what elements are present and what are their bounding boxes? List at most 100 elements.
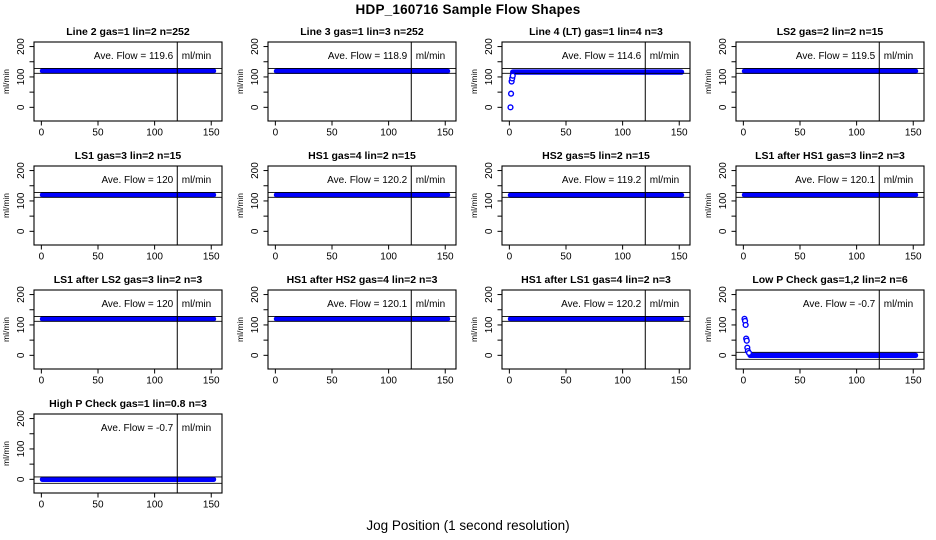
- y-tick-label: 100: [484, 192, 495, 209]
- ave-flow-annotation: Ave. Flow = -0.7: [803, 299, 876, 310]
- subplot-canvas: LS2 gas=2 lin=2 n=15 0 100 200 0 50 100 150 ml/m…: [703, 26, 925, 139]
- flow-band: [747, 352, 919, 359]
- y-tick-label: 200: [250, 286, 261, 303]
- x-tick-label: 0: [39, 376, 45, 387]
- ave-flow-annotation: Ave. Flow = -0.7: [101, 423, 174, 434]
- x-tick-label: 150: [203, 252, 220, 263]
- ave-flow-annotation: Ave. Flow = 114.6: [562, 51, 642, 62]
- subplot-canvas: HS1 gas=4 lin=2 n=15 0 100 200 0 50 100 150 ml/m…: [235, 150, 457, 263]
- ave-flow-annotation: Ave. Flow = 119.2: [562, 175, 642, 186]
- y-tick-label: 200: [16, 286, 27, 303]
- ave-flow-unit: ml/min: [182, 51, 211, 62]
- x-tick-label: 100: [848, 376, 865, 387]
- plot-box: [501, 165, 691, 246]
- subplot-line4-lt: Line 4 (LT) gas=1 lin=4 n=3 0 100 200 0 50 100…: [468, 18, 702, 142]
- flow-band: [39, 316, 217, 322]
- subplot-canvas: LS1 after HS1 gas=3 lin=2 n=3 0 100 200 0 50 1…: [703, 150, 925, 263]
- subplot-hs1-after-hs2: HS1 after HS2 gas=4 lin=2 n=3 0 100 200 0 50 1…: [234, 266, 468, 390]
- x-tick-label: 100: [848, 252, 865, 263]
- plot-box: [33, 165, 223, 246]
- subplot-canvas: LS1 gas=3 lin=2 n=15 0 100 200 0 50 100 150 ml/m…: [1, 150, 223, 263]
- ave-flow-unit: ml/min: [650, 299, 679, 310]
- x-tick-label: 100: [380, 128, 397, 139]
- subplot-ls1: LS1 gas=3 lin=2 n=15 0 100 200 0 50 100 150 ml/m…: [0, 142, 234, 266]
- x-axis-caption: Jog Position (1 second resolution): [366, 518, 570, 533]
- subplot-ls1-after-ls2: LS1 after LS2 gas=3 lin=2 n=3 0 100 200 0 50 1…: [0, 266, 234, 390]
- y-tick-label: 0: [250, 104, 261, 110]
- subplot-hs2: HS2 gas=5 lin=2 n=15 0 100 200 0 50 100 150 ml/m…: [468, 142, 702, 266]
- x-tick-label: 100: [146, 376, 163, 387]
- y-tick-label: 0: [16, 228, 27, 234]
- y-tick-label: 200: [16, 162, 27, 179]
- x-tick-label: 150: [437, 376, 454, 387]
- subplot-title: HS1 gas=4 lin=2 n=15: [308, 150, 416, 162]
- x-tick-label: 50: [560, 128, 572, 139]
- x-tick-label: 0: [741, 128, 747, 139]
- y-tick-label: 0: [718, 352, 729, 358]
- plot-box: [33, 41, 223, 122]
- y-tick-label: 100: [16, 68, 27, 85]
- subplot-canvas: Low P Check gas=1,2 lin=2 n=6 0 100 200 0 50 1…: [703, 274, 925, 387]
- flow-band: [741, 68, 919, 74]
- y-tick-label: 100: [718, 316, 729, 333]
- y-tick-label: 0: [484, 228, 495, 234]
- y-tick-label: 100: [16, 440, 27, 457]
- y-axis-label: ml/min: [235, 69, 245, 94]
- flow-point: [745, 349, 753, 356]
- x-tick-label: 100: [848, 128, 865, 139]
- y-tick-label: 100: [484, 316, 495, 333]
- y-axis-label: ml/min: [235, 317, 245, 342]
- subplot-title: HS1 after LS1 gas=4 lin=2 n=3: [521, 274, 671, 286]
- y-axis-label: ml/min: [703, 69, 713, 94]
- y-tick-label: 0: [250, 352, 261, 358]
- x-tick-label: 150: [905, 376, 922, 387]
- y-tick-label: 0: [16, 476, 27, 482]
- y-axis-label: ml/min: [469, 193, 479, 218]
- plot-box: [33, 289, 223, 370]
- x-tick-label: 100: [614, 376, 631, 387]
- x-tick-label: 150: [203, 500, 220, 511]
- x-tick-label: 150: [905, 128, 922, 139]
- ave-flow-annotation: Ave. Flow = 120.2: [327, 175, 408, 186]
- y-tick-label: 0: [16, 104, 27, 110]
- x-tick-label: 150: [671, 128, 688, 139]
- subplot-line2: Line 2 gas=1 lin=2 n=252 0 100 200 0 50 100 150…: [0, 18, 234, 142]
- flow-band: [39, 476, 217, 483]
- y-axis-label: ml/min: [235, 193, 245, 218]
- subplot-ls2: LS2 gas=2 lin=2 n=15 0 100 200 0 50 100 150 ml/m…: [702, 18, 936, 142]
- x-tick-label: 0: [273, 376, 279, 387]
- y-tick-label: 0: [484, 104, 495, 110]
- x-tick-label: 150: [203, 376, 220, 387]
- y-tick-label: 0: [16, 352, 27, 358]
- subplot-canvas: HS1 after LS1 gas=4 lin=2 n=3 0 100 200 0 50 1…: [469, 274, 691, 387]
- x-tick-label: 0: [507, 376, 513, 387]
- x-tick-label: 150: [905, 252, 922, 263]
- x-tick-label: 50: [560, 252, 572, 263]
- plot-box: [735, 165, 925, 246]
- x-tick-label: 50: [794, 252, 806, 263]
- y-tick-label: 100: [718, 192, 729, 209]
- x-tick-label: 150: [437, 128, 454, 139]
- subplot-high-p-check: High P Check gas=1 lin=0.8 n=3 0 100 200 0 50…: [0, 390, 234, 514]
- subplot-title: Line 2 gas=1 lin=2 n=252: [66, 26, 190, 38]
- y-tick-label: 200: [718, 162, 729, 179]
- x-tick-label: 50: [92, 252, 104, 263]
- subplot-title: LS2 gas=2 lin=2 n=15: [777, 26, 884, 38]
- y-axis-label: ml/min: [1, 317, 11, 342]
- flow-band: [510, 69, 685, 75]
- x-tick-label: 100: [380, 252, 397, 263]
- y-tick-label: 200: [484, 38, 495, 55]
- x-tick-label: 50: [560, 376, 572, 387]
- ave-flow-unit: ml/min: [182, 175, 211, 186]
- flow-point: [507, 90, 515, 97]
- flow-point: [509, 72, 516, 79]
- ave-flow-unit: ml/min: [416, 299, 445, 310]
- subplot-title: LS1 gas=3 lin=2 n=15: [75, 150, 182, 162]
- y-axis-label: ml/min: [469, 317, 479, 342]
- subplot-canvas: High P Check gas=1 lin=0.8 n=3 0 100 200 0 50…: [1, 398, 223, 511]
- x-tick-label: 0: [741, 252, 747, 263]
- y-axis-label: ml/min: [469, 69, 479, 94]
- ave-flow-unit: ml/min: [182, 299, 211, 310]
- x-tick-label: 0: [39, 252, 45, 263]
- ave-flow-annotation: Ave. Flow = 120: [101, 299, 173, 310]
